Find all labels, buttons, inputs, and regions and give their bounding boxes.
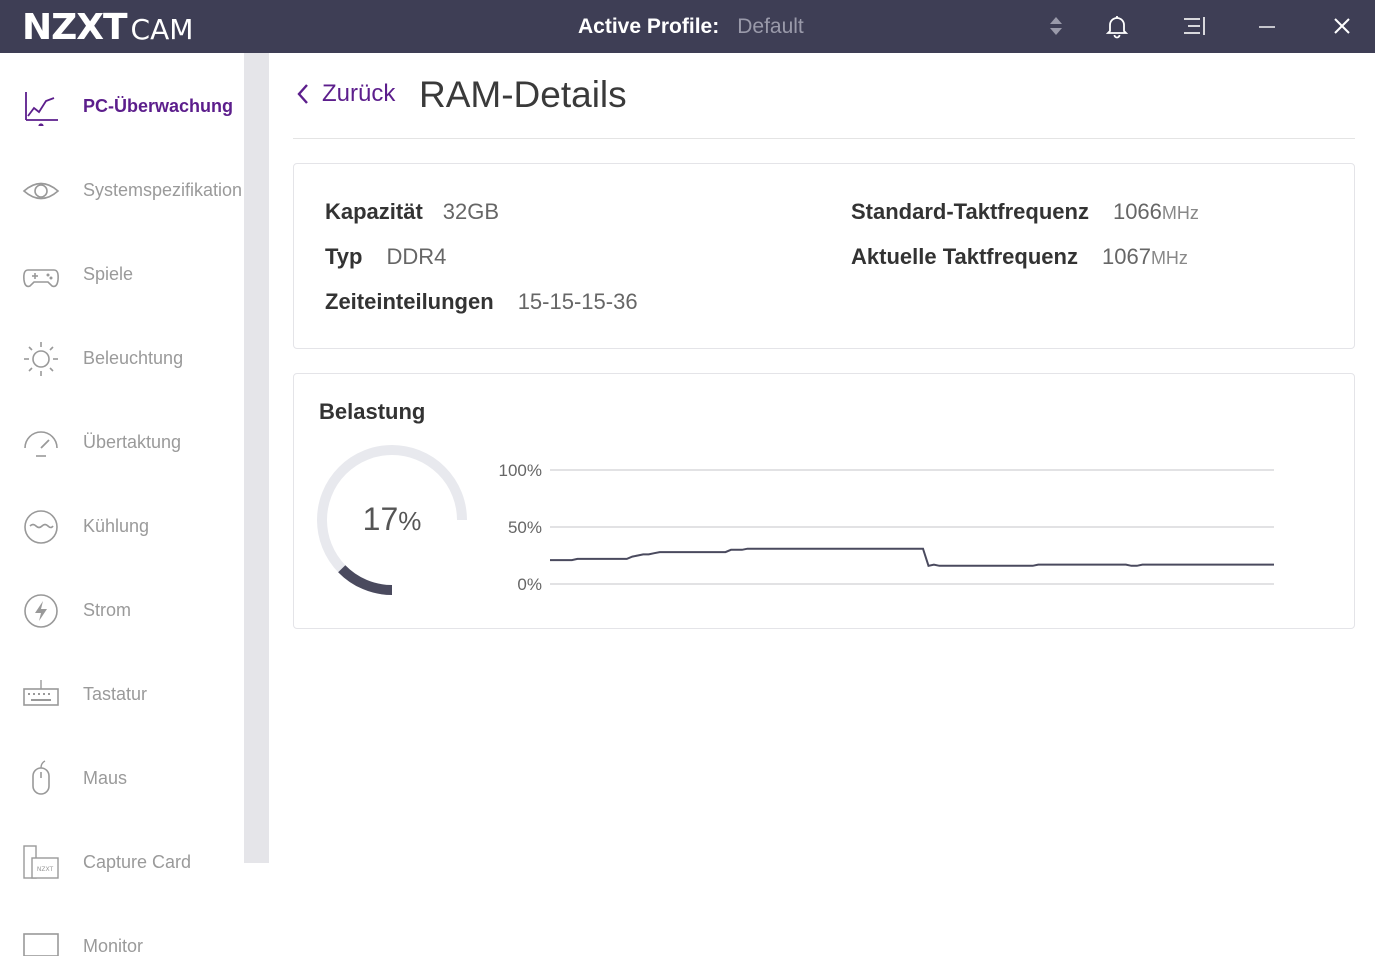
eye-icon xyxy=(22,182,60,200)
spec-standard-clock-unit: MHz xyxy=(1161,203,1199,223)
sidebar-item-cooling[interactable]: Kühlung xyxy=(0,496,244,580)
ram-specs-card: Kapazität 32GB Typ DDR4 Zeiteinteilungen 15… xyxy=(293,163,1355,349)
spec-current-clock: Aktuelle Taktfrequenz 1067MHz xyxy=(851,244,1188,270)
page-title: RAM-Details xyxy=(419,74,627,115)
sidebar-item-label: Tastatur xyxy=(83,684,148,704)
capture-card-icon: NZXT xyxy=(23,845,59,879)
gauge-fill xyxy=(338,565,393,595)
logo-nzxt: NZXT xyxy=(22,7,128,48)
sidebar-item-label: Übertaktung xyxy=(83,432,182,452)
sidebar-item-label: Capture Card xyxy=(83,852,192,872)
load-series-line xyxy=(550,547,1274,567)
spec-timings-value: 15-15-15-36 xyxy=(517,289,638,314)
spec-standard-clock-label: Standard-Taktfrequenz xyxy=(851,199,1089,224)
sidebar-item-label: Systemspezifikation xyxy=(83,180,243,200)
sidebar-item-monitor[interactable]: Monitor xyxy=(0,916,244,956)
sidebar-item-label: Monitor xyxy=(83,936,144,956)
header-divider xyxy=(293,138,1355,139)
sidebar-item-power[interactable]: Strom xyxy=(0,580,244,664)
lightning-icon xyxy=(24,594,58,628)
sidebar-scrollbar[interactable] xyxy=(244,53,269,863)
notification-bell-icon[interactable] xyxy=(1104,13,1130,39)
back-label: Zurück xyxy=(322,80,396,107)
sidebar-item-games[interactable]: Spiele xyxy=(0,244,244,328)
minimize-icon[interactable] xyxy=(1254,13,1280,39)
gauge-percent-sign: % xyxy=(398,506,421,536)
spec-timings: Zeiteinteilungen 15-15-15-36 xyxy=(325,289,638,315)
sidebar: PC-Überwachung Systemspezifikation Spiel… xyxy=(0,53,244,956)
y-tick-label: 100% xyxy=(499,461,542,480)
spec-current-clock-value: 1067 xyxy=(1101,244,1151,269)
spec-type-label: Typ xyxy=(325,244,363,269)
sidebar-item-label: Kühlung xyxy=(83,516,150,536)
back-button[interactable]: Zurück xyxy=(296,80,395,108)
svg-text:NZXT: NZXT xyxy=(37,866,54,873)
spec-timings-label: Zeiteinteilungen xyxy=(325,289,494,314)
sidebar-item-label: Beleuchtung xyxy=(83,348,184,368)
spec-capacity-value: 32GB xyxy=(442,199,500,224)
gauge-percent-text: 17% xyxy=(363,501,422,537)
gauge-percent-number: 17 xyxy=(363,501,399,537)
keyboard-icon xyxy=(23,680,59,706)
sidebar-item-label: PC-Überwachung xyxy=(83,96,234,116)
sidebar-item-keyboard[interactable]: Tastatur xyxy=(0,664,244,748)
logo-cam: CAM xyxy=(130,13,194,46)
chevron-left-icon xyxy=(297,84,308,104)
load-gauge: 17% xyxy=(317,445,467,595)
active-profile[interactable]: Active Profile: Default xyxy=(578,15,804,39)
y-tick-label: 0% xyxy=(517,575,542,594)
sidebar-item-system-specs[interactable]: Systemspezifikation xyxy=(0,160,244,244)
y-tick-label: 50% xyxy=(508,518,542,537)
spec-type: Typ DDR4 xyxy=(325,244,446,270)
app-logo: NZXT CAM xyxy=(22,8,193,48)
line-chart-icon xyxy=(25,92,58,126)
title-bar: NZXT CAM Active Profile: Default xyxy=(0,0,1375,53)
sidebar-item-overclocking[interactable]: Übertaktung xyxy=(0,412,244,496)
sidebar-item-lighting[interactable]: Beleuchtung xyxy=(0,328,244,412)
load-title: Belastung xyxy=(319,399,426,424)
spec-standard-clock-value: 1066 xyxy=(1112,199,1162,224)
sidebar-item-label: Maus xyxy=(83,768,128,788)
load-card: Belastung 17% 0% 50% 100% xyxy=(293,373,1355,629)
sun-icon xyxy=(24,342,58,376)
sidebar-item-label: Strom xyxy=(83,600,132,620)
load-line-chart: 0% 50% 100% xyxy=(499,461,1274,594)
spec-standard-clock: Standard-Taktfrequenz 1066MHz xyxy=(851,199,1199,225)
active-profile-value: Default xyxy=(737,15,804,38)
spec-capacity-label: Kapazität xyxy=(325,199,423,224)
active-profile-label: Active Profile: xyxy=(578,15,720,38)
gamepad-icon xyxy=(23,269,59,288)
mouse-icon xyxy=(32,760,50,795)
profile-switch-icon[interactable] xyxy=(1043,13,1069,39)
speedometer-icon xyxy=(24,431,58,457)
sidebar-item-pc-monitoring[interactable]: PC-Überwachung xyxy=(0,76,244,160)
water-icon xyxy=(24,510,58,544)
spec-type-value: DDR4 xyxy=(386,244,447,269)
spec-current-clock-unit: MHz xyxy=(1150,248,1188,268)
close-icon[interactable] xyxy=(1329,13,1355,39)
spec-current-clock-label: Aktuelle Taktfrequenz xyxy=(851,244,1078,269)
sidebar-item-capture-card[interactable]: NZXT Capture Card xyxy=(0,832,244,916)
monitor-icon xyxy=(23,933,59,956)
menu-icon[interactable] xyxy=(1180,13,1206,39)
sidebar-item-label: Spiele xyxy=(83,264,134,284)
spec-capacity: Kapazität 32GB xyxy=(325,199,499,225)
sidebar-item-mouse[interactable]: Maus xyxy=(0,748,244,832)
